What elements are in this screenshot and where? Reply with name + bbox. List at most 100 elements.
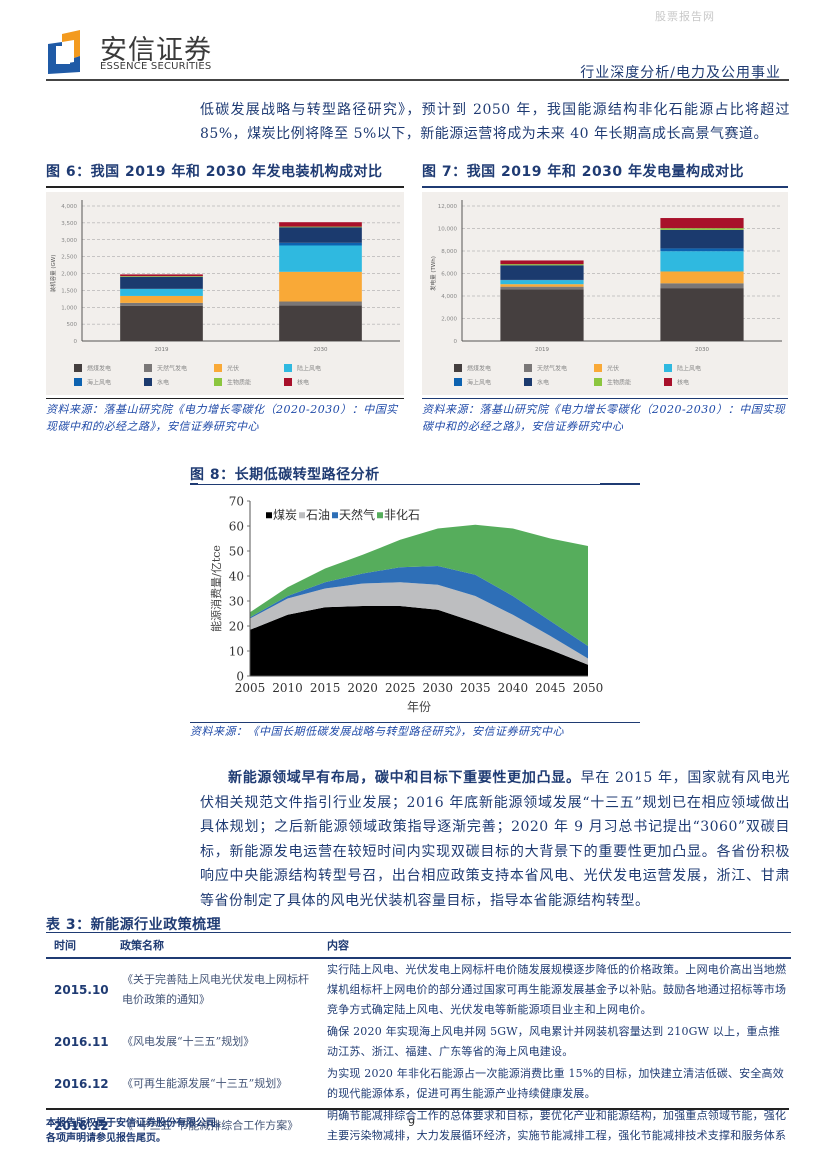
svg-text:2010: 2010 xyxy=(272,681,303,695)
row-content: 实行陆上风电、光伏发电上网标杆电价随发展规模逐步降低的价格政策。上网电价高出当地… xyxy=(327,963,787,1016)
row-content: 为实现 2020 年非化石能源占一次能源消费比重 15%的目标，加快建立清洁低碳… xyxy=(327,1067,784,1100)
svg-text:2005: 2005 xyxy=(235,681,266,695)
svg-text:核电: 核电 xyxy=(677,379,689,387)
svg-text:年份: 年份 xyxy=(407,700,431,714)
row-policy-name: 《关于完善陆上风电光伏发电上网标杆电价政策的通知》 xyxy=(122,973,309,1006)
fig6-bottom-rule xyxy=(46,398,404,399)
footer-notice: 各项声明请参见报告尾页。 xyxy=(46,1133,166,1144)
svg-text:燃煤发电: 燃煤发电 xyxy=(467,365,491,373)
row-policy-name: 《风电发展“十三五”规划》 xyxy=(122,1035,255,1048)
svg-text:天然气发电: 天然气发电 xyxy=(537,365,567,373)
svg-text:2,000: 2,000 xyxy=(61,272,77,278)
svg-text:0: 0 xyxy=(74,339,78,345)
svg-text:12,000: 12,000 xyxy=(438,204,458,210)
fig8-title: 图 8：长期低碳转型路径分析 xyxy=(190,467,380,483)
page-number: 9 xyxy=(408,1116,415,1129)
table-row: 2015.10 《关于完善陆上风电光伏发电上网标杆电价政策的通知》 实行陆上风电… xyxy=(46,958,791,1021)
svg-text:发电量 (TWh): 发电量 (TWh) xyxy=(429,256,437,291)
body-lead: 新能源领域早有布局，碳中和目标下重要性更加凸显。 xyxy=(228,770,581,786)
row-content: 确保 2020 年实现海上风电并网 5GW，风电累计并网装机容量达到 210GW… xyxy=(327,1025,781,1058)
svg-text:水电: 水电 xyxy=(157,379,169,387)
svg-text:0: 0 xyxy=(236,670,244,684)
footer-disclaimer: 本报告版权属于安信证券股份有限公司。 各项声明请参见报告尾页。 xyxy=(46,1116,226,1146)
svg-text:石油: 石油 xyxy=(306,508,330,522)
svg-text:6,000: 6,000 xyxy=(441,272,457,278)
fig6-chart: 0 500 1,000 1,500 2,000 2,500 3,000 3,500 4,000 装… xyxy=(46,192,404,395)
svg-text:2050: 2050 xyxy=(573,681,604,695)
fig7-source: 资料来源：落基山研究院《电力增长零碳化（2020-2030）：中国实现碳中和的必… xyxy=(422,403,786,433)
footer-copyright: 本报告版权属于安信证券股份有限公司。 xyxy=(46,1118,226,1129)
svg-text:20: 20 xyxy=(229,620,244,634)
fig8-bottom-rule xyxy=(190,722,640,723)
svg-text:1,000: 1,000 xyxy=(61,305,77,311)
table-row: 2016.12 《“十三五”节能减排综合工作方案》 明确节能减排综合工作的总体要… xyxy=(46,1105,791,1147)
logo-mark-icon xyxy=(48,30,80,74)
svg-text:500: 500 xyxy=(67,322,78,328)
table-row: 2016.11 《风电发展“十三五”规划》 确保 2020 年实现海上风电并网 … xyxy=(46,1021,791,1063)
svg-text:2015: 2015 xyxy=(310,681,341,695)
svg-text:煤炭: 煤炭 xyxy=(273,508,297,522)
svg-text:4,000: 4,000 xyxy=(441,294,457,300)
policy-table: 时间 政策名称 内容 2015.10 《关于完善陆上风电光伏发电上网标杆电价政策… xyxy=(46,933,791,1147)
header-time: 时间 xyxy=(46,933,114,959)
table-title: 表 3：新能源行业政策梳理 xyxy=(46,917,222,933)
svg-text:2030: 2030 xyxy=(695,347,709,353)
logo-english-name: ESSENCE SECURITIES xyxy=(100,61,212,72)
header-divider xyxy=(46,79,789,81)
svg-text:陆上风电: 陆上风电 xyxy=(297,365,321,373)
svg-text:陆上风电: 陆上风电 xyxy=(677,365,701,373)
svg-text:3,000: 3,000 xyxy=(61,238,77,244)
fig6-source: 资料来源：落基山研究院《电力增长零碳化（2020-2030）：中国实现碳中和的必… xyxy=(46,403,398,433)
fig8-source: 资料来源：《中国长期低碳发展战略与转型路径研究》，安信证券研究中心 xyxy=(190,725,564,738)
report-category: 行业深度分析/电力及公用事业 xyxy=(580,65,781,81)
svg-text:2040: 2040 xyxy=(498,681,529,695)
svg-text:2019: 2019 xyxy=(155,347,169,353)
svg-text:生物质能: 生物质能 xyxy=(227,379,251,387)
fig6-title: 图 6：我国 2019 年和 2030 年发电装机构成对比 xyxy=(46,164,383,180)
svg-text:燃煤发电: 燃煤发电 xyxy=(87,365,111,373)
fig7-rule xyxy=(422,186,788,188)
svg-text:0: 0 xyxy=(454,339,458,345)
row-policy-name: 《“十三五”节能减排综合工作方案》 xyxy=(122,1119,299,1132)
svg-text:2025: 2025 xyxy=(385,681,416,695)
fig8-chart: 0 10 20 30 40 50 60 70 2005 2010 2015 2020 2025 2030 2… xyxy=(190,488,640,720)
row-time: 2016.11 xyxy=(54,1035,109,1049)
fig6-rule xyxy=(46,186,404,188)
svg-text:10: 10 xyxy=(229,645,244,659)
fig7-stacked-bar-chart: 0 2,000 4,000 6,000 8,000 10,000 12,000 发电量 (TW… xyxy=(429,200,782,387)
svg-text:1,500: 1,500 xyxy=(61,288,77,294)
row-time: 2016.12 xyxy=(54,1077,109,1091)
svg-text:2,000: 2,000 xyxy=(441,317,457,323)
table-row: 2016.12 《可再生能源发展“十三五”规划》 为实现 2020 年非化石能源… xyxy=(46,1063,791,1105)
logo-chinese-name: 安信证券 xyxy=(100,35,212,66)
svg-text:海上风电: 海上风电 xyxy=(467,379,491,387)
row-time: 2016.12 xyxy=(54,1119,109,1133)
fig8-rule xyxy=(190,484,640,485)
watermark: 股票报告网 xyxy=(655,10,715,23)
svg-text:60: 60 xyxy=(229,520,244,534)
svg-text:天然气发电: 天然气发电 xyxy=(157,365,187,373)
policy-table-wrap: 时间 政策名称 内容 2015.10 《关于完善陆上风电光伏发电上网标杆电价政策… xyxy=(46,933,791,1147)
footer-divider xyxy=(46,1108,789,1110)
fig7-bottom-rule xyxy=(422,398,788,399)
body-text: 早在 2015 年，国家就有风电光伏相关规范文件指引行业发展；2016 年底新能… xyxy=(200,770,791,909)
svg-text:2019: 2019 xyxy=(535,347,549,353)
svg-text:光伏: 光伏 xyxy=(607,365,619,373)
header-policy-name: 政策名称 xyxy=(114,933,319,959)
svg-text:30: 30 xyxy=(229,595,244,609)
fig8-rule-left-accent xyxy=(190,483,198,485)
fig8-rule-right-accent xyxy=(600,483,640,485)
svg-text:光伏: 光伏 xyxy=(227,365,239,373)
svg-text:8,000: 8,000 xyxy=(441,249,457,255)
company-logo: 安信证券 ESSENCE SECURITIES xyxy=(48,30,218,74)
svg-text:50: 50 xyxy=(229,545,244,559)
svg-text:3,500: 3,500 xyxy=(61,221,77,227)
table-top-rule xyxy=(46,932,791,933)
svg-text:天然气: 天然气 xyxy=(339,507,375,522)
svg-text:装机容量 (GW): 装机容量 (GW) xyxy=(49,255,57,293)
svg-text:40: 40 xyxy=(229,570,244,584)
body-paragraph: 新能源领域早有布局，碳中和目标下重要性更加凸显。早在 2015 年，国家就有风电… xyxy=(200,766,790,913)
svg-text:2030: 2030 xyxy=(423,681,454,695)
svg-text:2035: 2035 xyxy=(460,681,491,695)
